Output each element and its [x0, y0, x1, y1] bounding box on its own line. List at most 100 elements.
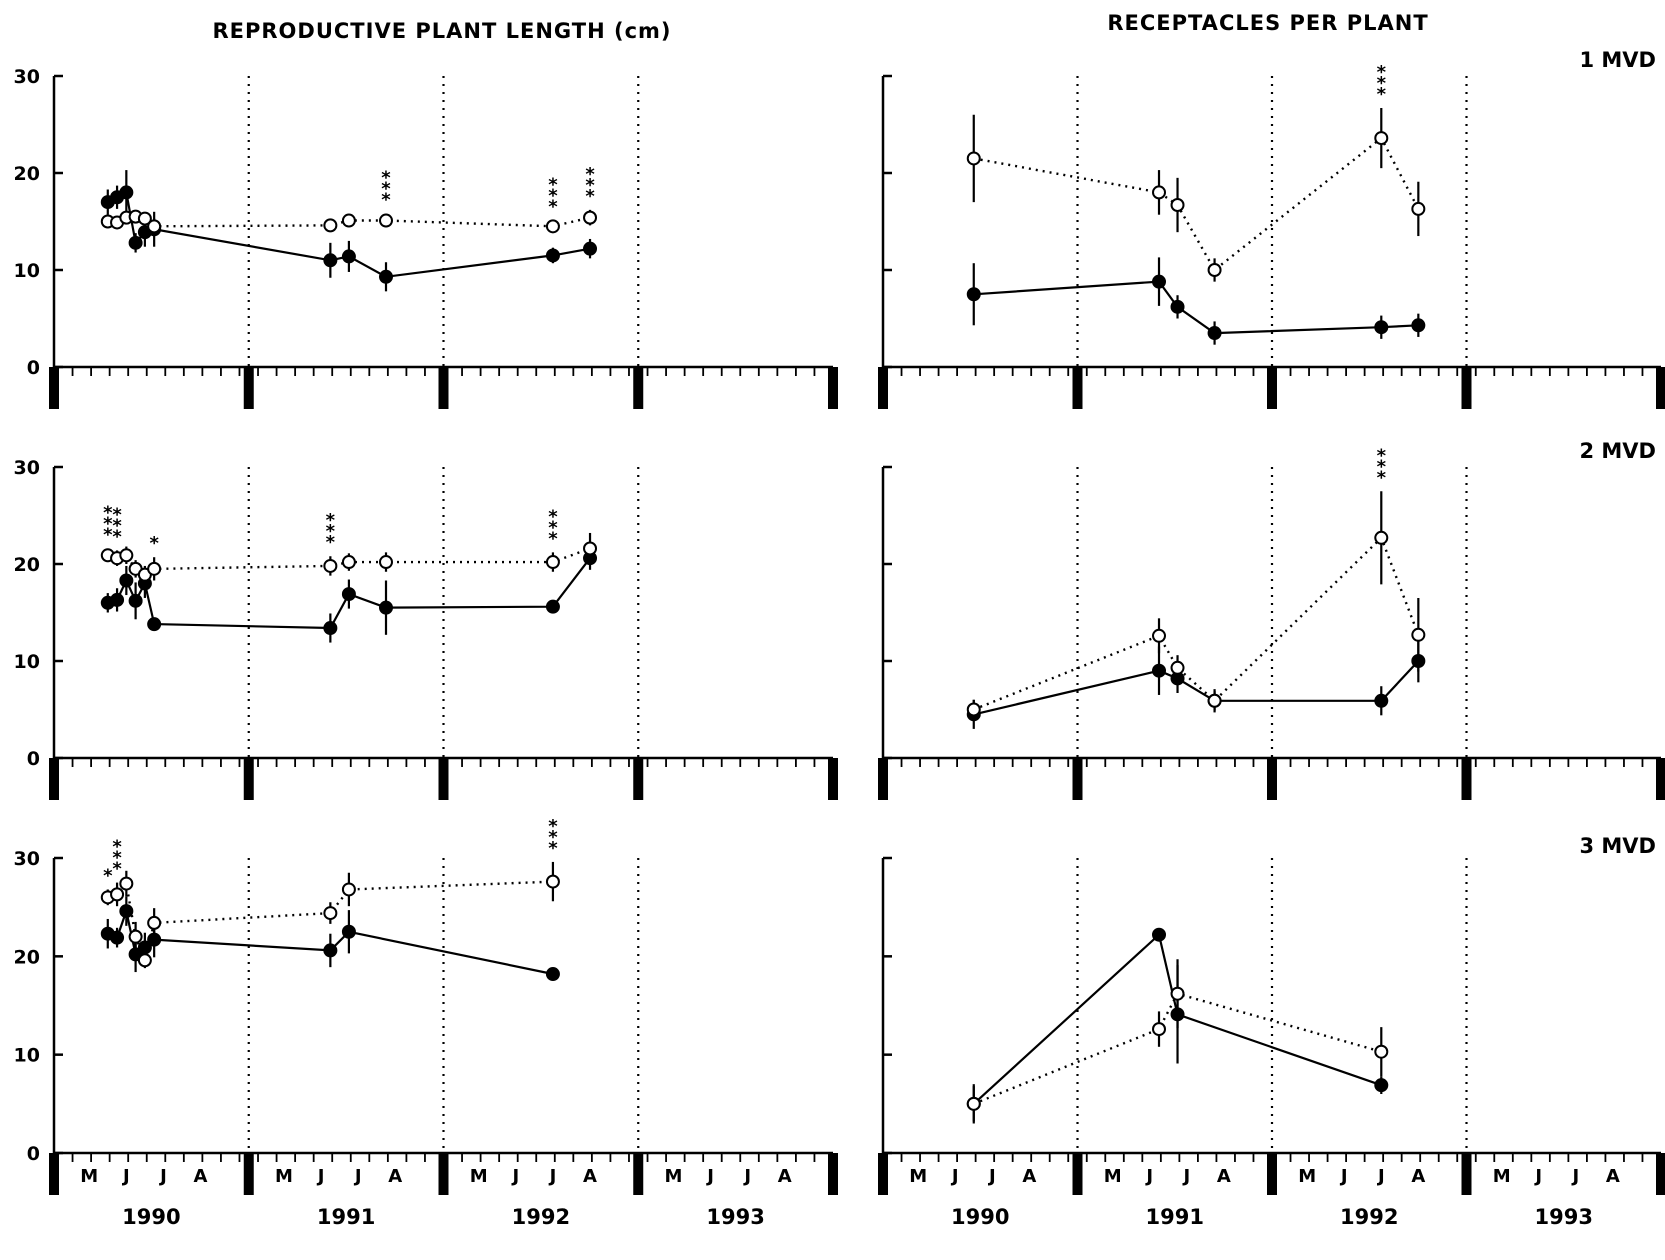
data-point-filled — [119, 185, 134, 200]
data-point-open — [545, 874, 560, 889]
data-point-filled — [1170, 299, 1185, 314]
month-label: A — [1606, 1166, 1620, 1187]
data-point-filled — [379, 269, 394, 284]
y-tick-label: 0 — [27, 1143, 40, 1165]
significance-label: * * * — [103, 502, 113, 545]
significance-label: * * * — [326, 510, 336, 553]
month-label: J — [510, 1166, 519, 1187]
row-label-1mvd: 1 MVD — [1579, 48, 1656, 72]
year-block — [1072, 367, 1083, 409]
data-point-filled — [110, 930, 125, 945]
data-point-filled — [341, 924, 356, 939]
data-point-open — [323, 558, 338, 573]
significance-label: * — [103, 865, 113, 886]
month-label: J — [1181, 1166, 1190, 1187]
month-label: A — [1217, 1166, 1231, 1187]
y-tick-label: 0 — [27, 748, 40, 770]
data-point-open — [1207, 693, 1222, 708]
series-line-open — [973, 535, 1420, 711]
data-point-filled — [119, 904, 134, 919]
y-tick-label: 10 — [14, 651, 40, 673]
data-point-open — [379, 555, 394, 570]
significance-label: * * * — [381, 168, 391, 211]
series-line-filled — [973, 280, 1419, 335]
data-point-open — [1411, 627, 1426, 642]
significance-label: * * * — [112, 837, 122, 880]
data-point-open — [323, 218, 338, 233]
data-point-filled — [1411, 318, 1426, 333]
data-point-filled — [1374, 693, 1389, 708]
month-label: M — [665, 1166, 683, 1187]
data-point-open — [1152, 185, 1167, 200]
data-point-filled — [128, 235, 143, 250]
data-point-filled — [1152, 274, 1167, 289]
year-label: 1990 — [122, 1205, 180, 1229]
month-label: J — [158, 1166, 167, 1187]
data-point-filled — [545, 599, 560, 614]
year-block — [878, 367, 888, 409]
panel-receptacles-2mvd: * * * — [878, 445, 1665, 800]
significance-label: * * * — [112, 504, 122, 547]
year-label: 1992 — [1340, 1205, 1398, 1229]
data-point-filled — [341, 249, 356, 264]
data-point-open — [545, 219, 560, 234]
year-block — [633, 1153, 644, 1195]
data-point-filled — [545, 248, 560, 263]
year-block — [1461, 367, 1472, 409]
data-point-open — [1411, 201, 1426, 216]
y-tick-label: 20 — [14, 554, 40, 576]
data-point-filled — [1374, 1078, 1389, 1093]
data-point-filled — [147, 617, 162, 632]
y-tick-label: 10 — [14, 260, 40, 282]
month-label: J — [987, 1166, 996, 1187]
month-label: J — [1144, 1166, 1153, 1187]
data-point-open — [966, 1096, 981, 1111]
year-block — [1072, 758, 1083, 800]
y-tick-label: 30 — [14, 66, 40, 88]
series-line-filled — [973, 660, 1420, 716]
row-label-3mvd: 3 MVD — [1579, 834, 1656, 858]
month-label: J — [1376, 1166, 1385, 1187]
significance-label: * * * — [1377, 445, 1387, 488]
month-label: M — [909, 1166, 927, 1187]
data-point-open — [341, 555, 356, 570]
row-label-2mvd: 2 MVD — [1579, 439, 1656, 463]
data-point-open — [966, 702, 981, 717]
month-label: J — [705, 1166, 714, 1187]
month-label: J — [121, 1166, 130, 1187]
y-tick-label: 0 — [27, 357, 40, 379]
month-label: A — [194, 1166, 208, 1187]
series-line-open — [973, 992, 1382, 1105]
data-point-filled — [323, 621, 338, 636]
y-tick-label: 10 — [14, 1045, 40, 1067]
year-label: 1993 — [706, 1205, 764, 1229]
month-label: J — [548, 1166, 557, 1187]
significance-label: * — [149, 533, 159, 554]
year-block — [49, 758, 59, 800]
data-point-open — [119, 548, 134, 563]
data-point-filled — [119, 573, 134, 588]
month-label: M — [1104, 1166, 1122, 1187]
year-block — [243, 758, 254, 800]
data-point-open — [341, 882, 356, 897]
year-block — [1656, 1153, 1665, 1195]
month-label: J — [353, 1166, 362, 1187]
month-label: J — [1533, 1166, 1542, 1187]
y-tick-label: 30 — [14, 848, 40, 870]
data-point-filled — [1374, 320, 1389, 335]
year-block — [828, 367, 838, 409]
year-block — [438, 758, 449, 800]
data-point-open — [1152, 1022, 1167, 1037]
year-block — [1461, 758, 1472, 800]
data-point-open — [583, 541, 598, 556]
year-label: 1991 — [1146, 1205, 1204, 1229]
year-block — [49, 367, 59, 409]
year-label: 1993 — [1535, 1205, 1593, 1229]
year-block — [878, 1153, 888, 1195]
month-label: J — [316, 1166, 325, 1187]
year-block — [1267, 758, 1277, 800]
year-block — [1072, 1153, 1083, 1195]
year-label: 1991 — [317, 1205, 375, 1229]
year-block — [243, 367, 254, 409]
